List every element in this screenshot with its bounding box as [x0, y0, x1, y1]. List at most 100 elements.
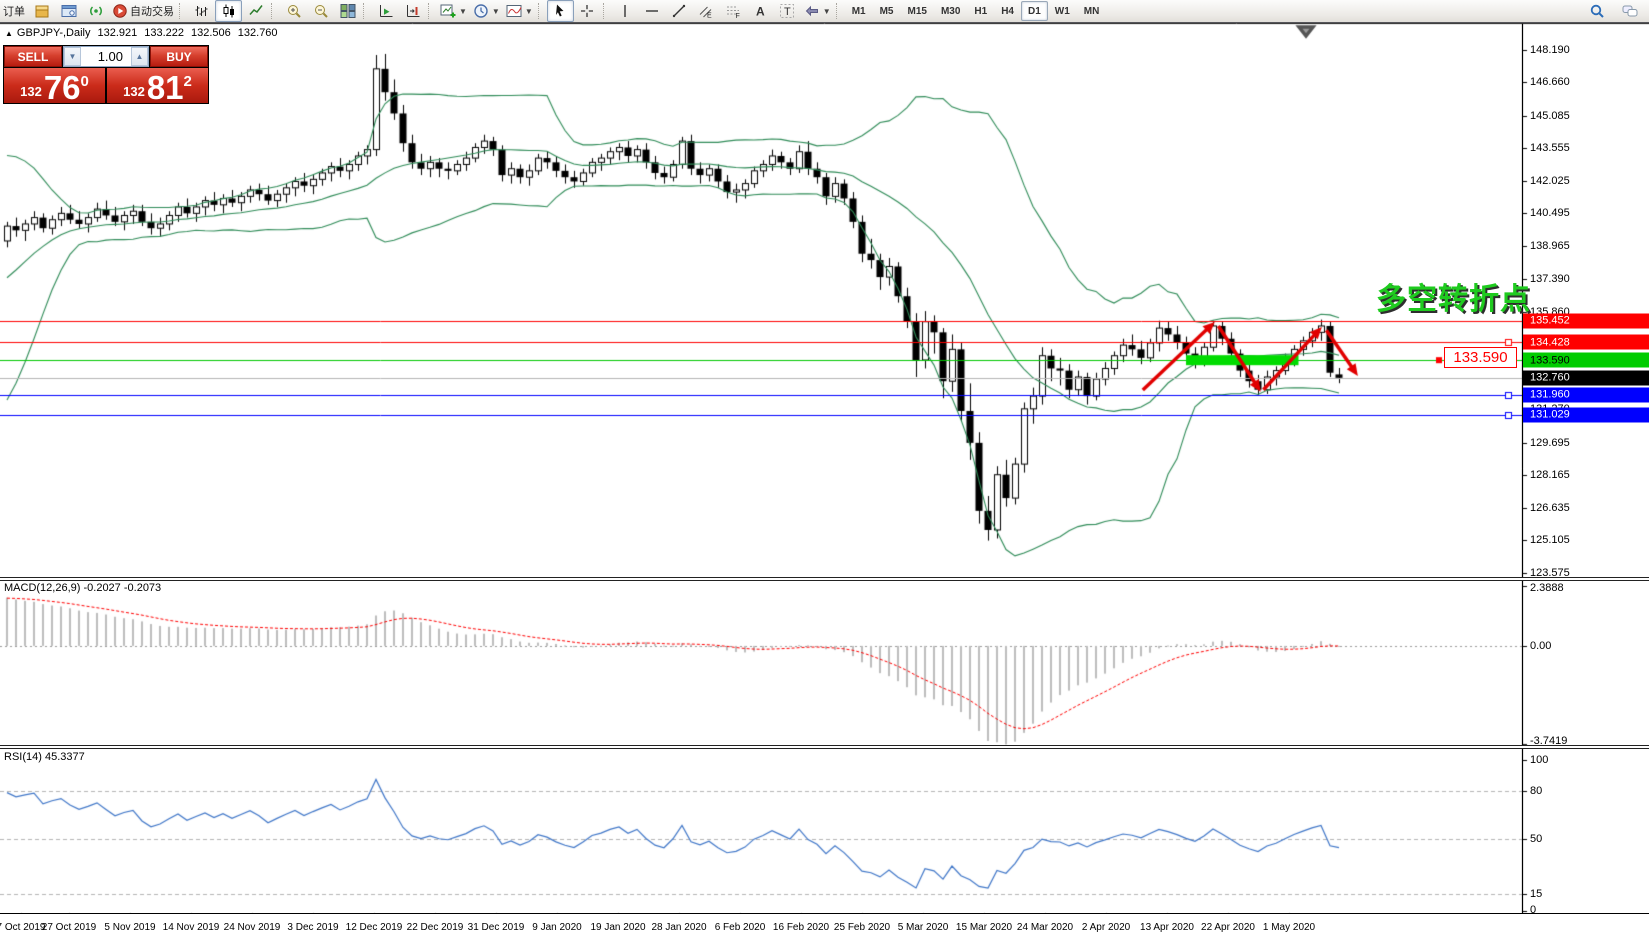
time-axis[interactable] [0, 913, 1649, 945]
time-axis-label: 5 Nov 2019 [104, 922, 156, 933]
ohlc-low: 132.506 [191, 27, 231, 39]
toolbar-separator [179, 3, 185, 19]
bar-chart-icon[interactable] [188, 0, 215, 22]
ohlc-close: 132.760 [237, 27, 278, 39]
arrows-icon[interactable]: ▼ [801, 0, 834, 22]
sell-price-panel[interactable]: 132 76 0 [4, 68, 105, 106]
timeframe-m5-button[interactable]: M5 [879, 5, 894, 17]
navigator-icon[interactable] [55, 0, 82, 22]
rsi-axis-tick: 80 [1530, 785, 1543, 798]
profiles-icon[interactable]: ▼ [470, 0, 503, 22]
price-line-label: 131.960 [1523, 387, 1649, 403]
auto-scroll-icon[interactable] [372, 0, 399, 22]
macd-value: -0.2027 [83, 582, 121, 594]
time-axis-label: 16 Feb 2020 [772, 922, 830, 933]
zoom-in-icon[interactable] [280, 0, 307, 22]
autotrading-button[interactable]: 自动交易 [109, 0, 177, 22]
time-axis-label: 22 Dec 2019 [406, 922, 464, 933]
signals-icon[interactable] [82, 0, 109, 22]
time-axis-label: 5 Mar 2020 [897, 922, 949, 933]
time-axis-label: 28 Jan 2020 [651, 922, 707, 933]
time-axis-label: 15 Mar 2020 [955, 922, 1013, 933]
macd-axis-tick: -3.7419 [1530, 735, 1568, 747]
price-axis-tick: 143.555 [1530, 142, 1570, 155]
volume-increment-button[interactable]: ▲ [131, 47, 148, 66]
new-order-button[interactable]: 订单 [3, 6, 25, 18]
price-line-label: 131.029 [1523, 407, 1649, 423]
search-icon[interactable] [1583, 0, 1610, 22]
crosshair-icon[interactable] [574, 0, 601, 22]
volume-stepper: ▼ 1.00 ▲ [63, 46, 149, 67]
rsi-axis-tick: 15 [1530, 888, 1543, 901]
candlestick-chart-icon[interactable] [215, 0, 242, 22]
buy-price-pip: 2 [183, 73, 192, 90]
time-axis-label: 24 Mar 2020 [1016, 922, 1074, 933]
toolbar-separator [602, 3, 609, 19]
new-chart-icon[interactable]: ▼ [437, 0, 470, 22]
price-note-box[interactable]: 133.590 [1444, 347, 1517, 368]
line-chart-icon[interactable] [242, 0, 269, 22]
volume-decrement-button[interactable]: ▼ [64, 47, 81, 66]
text-icon[interactable]: A [747, 0, 774, 22]
time-axis-label: 31 Dec 2019 [467, 922, 525, 933]
price-line-label: 135.452 [1523, 313, 1649, 329]
sell-button[interactable]: SELL [4, 46, 62, 67]
timeframe-w1-button[interactable]: W1 [1054, 5, 1070, 17]
price-line-label: 134.428 [1523, 334, 1649, 350]
chart-shift-icon[interactable] [399, 0, 426, 22]
horizontal-line-icon[interactable] [639, 0, 666, 22]
collapse-panel-icon[interactable]: ▲ [5, 29, 13, 38]
sell-price-big: 76 [43, 69, 81, 106]
new-order-icon[interactable] [28, 0, 55, 22]
main-toolbar: 订单 自动交易 ▼ ▼ ▼ E F A T ▼ M1 M5 M15 M30 H1 H4 D1 W1 MN [0, 0, 1649, 23]
toolbar-separator [835, 3, 842, 19]
buy-button[interactable]: BUY [150, 46, 208, 67]
indicators-icon[interactable]: ▼ [503, 0, 536, 22]
time-axis-label: 19 Jan 2020 [590, 922, 646, 933]
time-axis-label: 3 Dec 2019 [287, 922, 339, 933]
chart-title: ▲ GBPJPY-,Daily 132.921 133.222 132.506 132.7… [5, 27, 278, 39]
price-axis-tick: 148.190 [1530, 43, 1570, 56]
vertical-line-icon[interactable] [612, 0, 639, 22]
sell-price-pip: 0 [80, 73, 89, 90]
price-axis-tick: 142.025 [1530, 174, 1570, 187]
turning-point-annotation[interactable]: 多空转折点 [1376, 282, 1531, 317]
timeframe-mn-button[interactable]: MN [1083, 5, 1100, 17]
timeframe-h4-button[interactable]: H4 [1001, 5, 1014, 17]
chat-icon[interactable] [1616, 0, 1643, 22]
tile-windows-icon[interactable] [334, 0, 361, 22]
timeframe-m15-button[interactable]: M15 [907, 5, 927, 17]
time-axis-label: 27 Oct 2019 [41, 922, 97, 933]
zoom-out-icon[interactable] [307, 0, 334, 22]
price-axis[interactable] [1522, 24, 1649, 913]
timeframe-m30-button[interactable]: M30 [940, 5, 961, 17]
trendline-icon[interactable] [666, 0, 693, 22]
rsi-axis-tick: 0 [1530, 904, 1537, 916]
buy-price-panel[interactable]: 132 81 2 [107, 68, 208, 104]
volume-input[interactable]: 1.00 [97, 49, 123, 64]
time-axis-label: 25 Feb 2020 [833, 922, 891, 933]
symbol-period-label: GBPJPY-,Daily [16, 27, 91, 39]
buy-price-prefix: 132 [123, 84, 145, 99]
cursor-icon[interactable] [546, 0, 574, 22]
timeframe-d1-button[interactable]: D1 [1021, 1, 1048, 21]
time-axis-label: 6 Feb 2020 [714, 922, 766, 933]
pane-separator-rsi[interactable] [0, 745, 1649, 749]
time-axis-label: 13 Apr 2020 [1140, 922, 1194, 933]
price-axis-tick: 140.495 [1530, 207, 1570, 220]
toolbar-separator [537, 3, 544, 19]
one-click-trading-panel: SELL ▼ 1.00 ▲ BUY 132 76 0 132 81 2 [3, 45, 209, 104]
timeframe-h1-button[interactable]: H1 [974, 5, 988, 17]
pane-separator-macd[interactable] [0, 577, 1649, 581]
equidistant-channel-icon[interactable]: E [693, 0, 720, 22]
text-label-icon[interactable]: T [774, 0, 801, 22]
toolbar-separator [428, 3, 434, 19]
rsi-value: 45.3377 [44, 751, 85, 763]
macd-axis-tick: 2.3888 [1530, 582, 1564, 594]
rsi-axis-tick: 50 [1530, 832, 1543, 845]
rsi-label: RSI(14) 45.3377 [4, 751, 85, 763]
timeframe-m1-button[interactable]: M1 [851, 5, 866, 17]
toolbar-separator [271, 3, 277, 19]
fibonacci-icon[interactable]: F [720, 0, 747, 22]
